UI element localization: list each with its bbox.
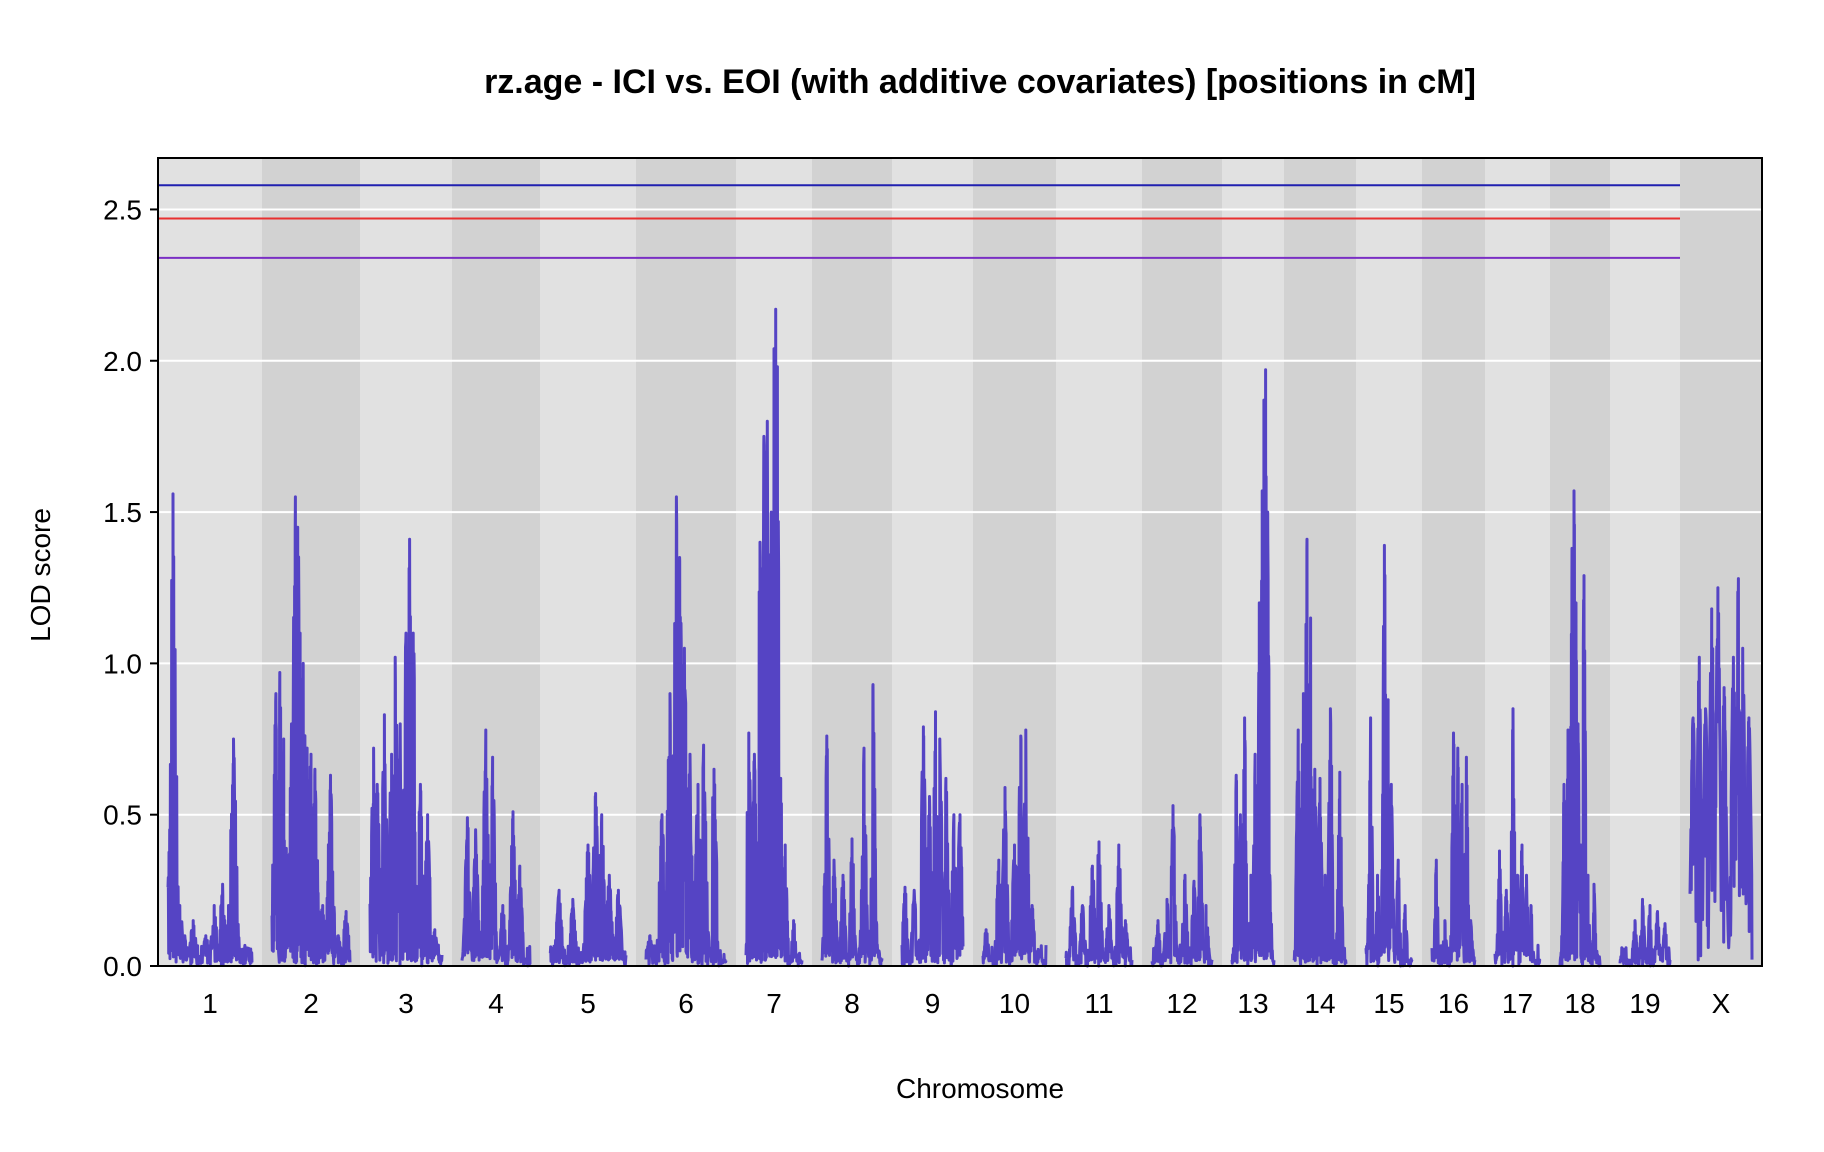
lod-line-chr-11 xyxy=(1064,840,1134,968)
x-tick-label: X xyxy=(1712,988,1731,1019)
x-tick-label: 15 xyxy=(1373,988,1404,1019)
x-tick-label: 17 xyxy=(1502,988,1533,1019)
x-axis-label: Chromosome xyxy=(896,1073,1064,1104)
lod-line-chr-13 xyxy=(1230,368,1276,967)
x-tick-label: 5 xyxy=(580,988,596,1019)
lod-line-chr-7 xyxy=(744,307,804,968)
lod-line-chr-4 xyxy=(460,728,532,968)
x-tick-label: 7 xyxy=(766,988,782,1019)
x-tick-label: 18 xyxy=(1564,988,1595,1019)
lod-line-chr-18 xyxy=(1558,489,1602,968)
lod-line-chr-15 xyxy=(1364,543,1414,968)
chromosome-band-10 xyxy=(973,158,1056,966)
lod-line-chr-5 xyxy=(548,792,628,968)
lod-line-chr-8 xyxy=(820,683,884,968)
lod-line-chr-16 xyxy=(1430,731,1477,968)
y-tick-label: 0.5 xyxy=(103,800,142,831)
lod-line-chr-1 xyxy=(166,492,254,967)
x-tick-label: 14 xyxy=(1304,988,1335,1019)
lod-line-chr-9 xyxy=(900,710,965,967)
chart-title: rz.age - ICI vs. EOI (with additive cova… xyxy=(484,63,1476,101)
x-tick-label: 8 xyxy=(844,988,860,1019)
chromosome-band-12 xyxy=(1142,158,1222,966)
x-tick-label: 13 xyxy=(1237,988,1268,1019)
chromosome-bands xyxy=(158,158,1762,966)
chromosome-band-13 xyxy=(1222,158,1284,966)
x-tick-label: 16 xyxy=(1438,988,1469,1019)
x-tick-label: 3 xyxy=(398,988,414,1019)
y-tick-label: 1.0 xyxy=(103,648,142,679)
lod-line-chr-12 xyxy=(1150,804,1214,968)
x-tick-label: 6 xyxy=(678,988,694,1019)
y-tick-label: 2.0 xyxy=(103,346,142,377)
x-tick-label: 10 xyxy=(999,988,1030,1019)
chromosome-band-17 xyxy=(1485,158,1550,966)
threshold-lines xyxy=(158,184,1680,259)
chromosome-band-5 xyxy=(540,158,636,966)
x-tick-label: 11 xyxy=(1084,988,1113,1019)
y-axis-label: LOD score xyxy=(25,508,56,642)
plot-frame xyxy=(157,157,1763,967)
chromosome-band-11 xyxy=(1056,158,1142,966)
y-tick-label: 0.0 xyxy=(103,951,142,982)
lod-line-chr-X xyxy=(1688,577,1754,962)
x-tick-label: 12 xyxy=(1166,988,1197,1019)
chromosome-band-19 xyxy=(1610,158,1680,966)
x-tick-label: 9 xyxy=(925,988,941,1019)
y-tick-label: 1.5 xyxy=(103,497,142,528)
lod-line-chr-17 xyxy=(1493,707,1542,968)
lod-line-chr-2 xyxy=(270,495,352,968)
lod-line-chr-10 xyxy=(981,728,1048,968)
y-axis: 0.0 0.5 1.0 1.5 2.0 2.5 xyxy=(103,194,158,982)
lod-line-chr-14 xyxy=(1292,537,1348,967)
x-tick-label: 19 xyxy=(1629,988,1660,1019)
x-tick-label: 1 xyxy=(202,988,218,1019)
lod-line-chr-3 xyxy=(368,537,444,968)
x-tick-label: 2 xyxy=(303,988,319,1019)
y-tick-label: 2.5 xyxy=(103,194,142,225)
lod-line-chr-6 xyxy=(644,495,728,968)
x-axis: 1 2 3 4 5 6 7 8 9 10 11 12 13 14 15 16 17 18 19 X xyxy=(202,988,1730,1019)
x-tick-label: 4 xyxy=(488,988,504,1019)
lod-series xyxy=(166,307,1754,968)
